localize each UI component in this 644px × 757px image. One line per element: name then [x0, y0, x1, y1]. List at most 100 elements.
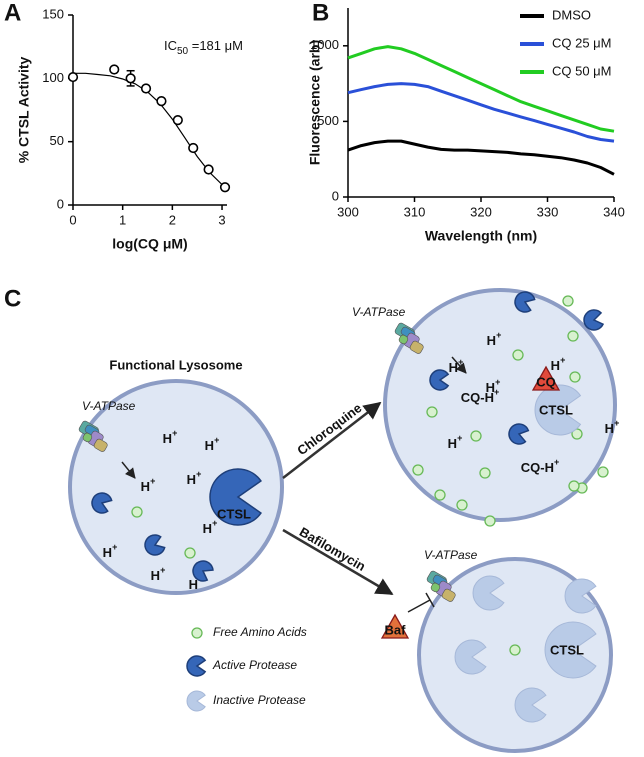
data-point — [109, 64, 120, 75]
proton-sup: + — [614, 418, 619, 428]
panel-letter: B — [312, 0, 329, 26]
y-tick-label: 500 — [317, 113, 339, 128]
x-tick-label: 320 — [470, 204, 492, 219]
active-protease — [583, 309, 605, 331]
inhibition-bar — [425, 592, 435, 608]
x-tick-label: 340 — [603, 204, 625, 219]
proton-sup: + — [172, 428, 177, 438]
amino-acid — [191, 627, 203, 639]
proton-base: H — [449, 360, 458, 375]
amino-acid — [569, 371, 581, 383]
inactive-protease — [544, 621, 597, 679]
cq-icon — [531, 365, 561, 391]
data-point — [219, 182, 231, 193]
x-tick-label: 330 — [537, 204, 559, 219]
v-atpase — [78, 420, 108, 452]
legend-label: Active Protease — [212, 658, 297, 672]
cq-label: CQ — [536, 374, 556, 389]
amino-acid — [456, 499, 468, 511]
proton-sup: + — [495, 377, 500, 387]
line — [347, 45, 615, 133]
annotation-tail: =181 μM — [188, 38, 243, 53]
proton-base: H — [551, 358, 560, 373]
arrow-label: Bafilomycin — [297, 524, 368, 574]
amino-acid — [131, 506, 143, 518]
data-point — [125, 73, 136, 84]
inactive-protease — [564, 578, 597, 614]
x-tick-label: 0 — [69, 212, 76, 227]
v-atpase — [394, 322, 424, 354]
proton-base: H — [605, 421, 614, 436]
amino-acid — [484, 515, 496, 527]
x-tick-label: 2 — [169, 212, 176, 227]
proton-base: H — [163, 431, 172, 446]
proton-base: H — [487, 333, 496, 348]
x-tick-label: 310 — [404, 204, 426, 219]
amino-acid — [568, 480, 580, 492]
proton-base: H — [189, 577, 198, 592]
legend-label: Inactive Protease — [213, 693, 306, 707]
amino-acid — [509, 644, 521, 656]
data-point — [140, 83, 152, 94]
data-point — [172, 115, 183, 126]
proton-sup: + — [196, 469, 201, 479]
v-atpase-part — [82, 432, 93, 443]
cq-proton-sup: + — [494, 387, 499, 397]
proton: H+ — [187, 469, 202, 487]
v-atpase-part — [441, 588, 456, 602]
v-atpase-part — [409, 340, 424, 354]
proton-base: H — [141, 479, 150, 494]
proton-arrow — [121, 461, 136, 479]
data-point — [67, 71, 79, 83]
amino-acid — [597, 466, 609, 478]
enzyme-label: CTSL — [217, 506, 251, 521]
cq-proton-base: CQ-H — [521, 460, 554, 475]
y-tick-label: 0 — [57, 196, 64, 211]
active-protease — [514, 291, 536, 313]
amino-acid — [470, 430, 482, 442]
proton-base: H — [205, 438, 214, 453]
amino-acid — [567, 330, 579, 342]
v-atpase-part — [398, 334, 409, 345]
proton: H+ — [141, 476, 156, 494]
proton-sup: + — [112, 542, 117, 552]
data-point — [203, 164, 214, 175]
pump-label: V-ATPase — [352, 305, 406, 319]
proton-base: H — [203, 521, 212, 536]
proton-sup: + — [160, 565, 165, 575]
annotation-sub: 50 — [177, 46, 189, 57]
y-axis-title: % CTSL Activity — [16, 57, 32, 164]
proton-base: H — [151, 568, 160, 583]
pump-label: V-ATPase — [424, 548, 478, 562]
proton: H+ — [205, 435, 220, 453]
proton-sup: + — [214, 435, 219, 445]
proton-sup: + — [457, 433, 462, 443]
proton-sup: + — [150, 476, 155, 486]
amino-acid — [412, 464, 424, 476]
bafilomycin-arrow — [282, 528, 394, 596]
line — [347, 82, 615, 143]
baf-icon — [380, 613, 410, 639]
x-tick-label: 300 — [337, 204, 359, 219]
amino-acid — [434, 489, 446, 501]
cq-proton: CQ-H+ — [461, 387, 499, 405]
amino-acid — [184, 547, 196, 559]
cq-proton-sup: + — [554, 457, 559, 467]
inactive-protease — [534, 384, 582, 436]
proton: H+ — [487, 330, 502, 348]
proton: H+ — [605, 418, 620, 436]
proton-base: H — [486, 380, 495, 395]
v-atpase — [426, 570, 456, 602]
proton-base: H — [448, 436, 457, 451]
inactive-protease — [472, 575, 505, 611]
lysosome — [383, 288, 617, 522]
pump-label: V-ATPase — [82, 399, 136, 413]
legend-label: CQ 50 μM — [552, 63, 612, 78]
amino-acid — [512, 349, 524, 361]
arrow-label: Chloroquine — [294, 400, 364, 458]
baf-label: Baf — [385, 622, 407, 637]
data-point — [156, 96, 167, 107]
